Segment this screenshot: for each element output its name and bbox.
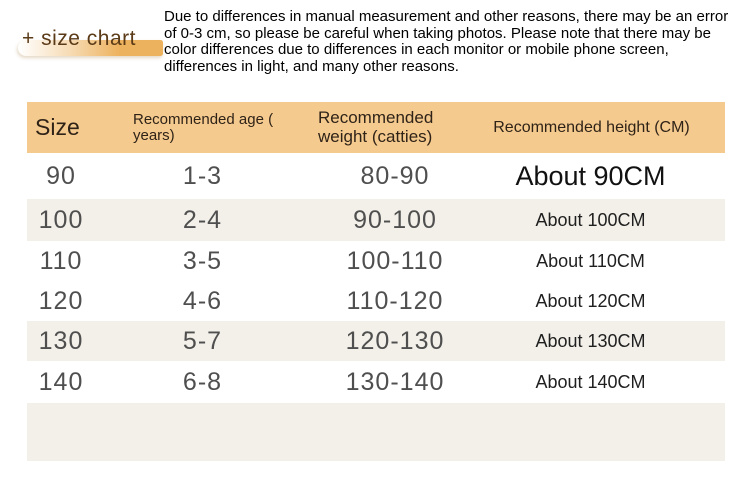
- table-filler-row: [27, 403, 725, 461]
- table-row: 100 2-4 90-100 About 100CM: [27, 199, 725, 241]
- header-recommended-weight: Recommended weight (catties): [318, 108, 434, 146]
- height-value: About 140CM: [535, 371, 646, 392]
- size-value: 110: [39, 246, 83, 275]
- size-value: 130: [38, 326, 84, 355]
- age-value: 1-3: [182, 161, 223, 190]
- header-size: Size: [35, 114, 80, 140]
- table-row: 130 5-7 120-130 About 130CM: [27, 321, 725, 361]
- age-value: 2-4: [182, 205, 223, 234]
- size-chart-table: Size Recommended age ( years) Recommende…: [27, 102, 725, 461]
- header-recommended-age: Recommended age ( years): [133, 110, 274, 144]
- age-value: 5-7: [182, 326, 223, 355]
- table-row: 110 3-5 100-110 About 110CM: [27, 241, 725, 281]
- header-recommended-height: Recommended height (CM): [493, 118, 690, 136]
- age-value: 3-5: [182, 246, 223, 275]
- size-value: 120: [38, 286, 84, 315]
- table-row: 140 6-8 130-140 About 140CM: [27, 361, 725, 403]
- size-chart-ribbon-highlight: [18, 40, 163, 56]
- table-header-row: Size Recommended age ( years) Recommende…: [27, 102, 725, 153]
- size-value: 100: [38, 205, 84, 234]
- size-value: 140: [38, 367, 84, 396]
- table-row: 120 4-6 110-120 About 120CM: [27, 281, 725, 321]
- height-value: About 130CM: [535, 330, 646, 351]
- weight-value: 130-140: [345, 367, 445, 396]
- table-row: 90 1-3 80-90 About 90CM: [27, 153, 725, 199]
- filler-cell: [27, 403, 725, 461]
- height-value: About 90CM: [515, 160, 666, 191]
- weight-value: 100-110: [346, 246, 444, 275]
- size-chart-title: + size chart: [22, 27, 136, 50]
- age-value: 6-8: [182, 367, 223, 396]
- height-value: About 110CM: [536, 250, 645, 271]
- size-value: 90: [46, 161, 76, 190]
- weight-value: 110-120: [346, 286, 444, 315]
- measurement-disclaimer-text: Due to differences in manual measurement…: [164, 8, 729, 75]
- weight-value: 120-130: [345, 326, 445, 355]
- weight-value: 90-100: [353, 205, 437, 234]
- age-value: 4-6: [182, 286, 223, 315]
- weight-value: 80-90: [360, 161, 430, 190]
- height-value: About 100CM: [535, 209, 646, 230]
- height-value: About 120CM: [535, 290, 646, 311]
